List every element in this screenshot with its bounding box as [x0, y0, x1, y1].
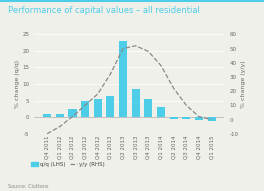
- Legend: q/q (LHS), y/y (RHS): q/q (LHS), y/y (RHS): [29, 160, 107, 169]
- Text: Source: Cluttons: Source: Cluttons: [8, 184, 48, 189]
- Bar: [208, 117, 216, 121]
- Bar: [169, 117, 178, 119]
- Bar: [144, 99, 153, 117]
- Bar: [43, 114, 51, 117]
- Bar: [68, 109, 77, 117]
- Bar: [81, 101, 89, 117]
- Bar: [195, 117, 203, 121]
- Text: Performance of capital values – all residential: Performance of capital values – all resi…: [8, 6, 200, 15]
- Bar: [119, 41, 127, 117]
- Y-axis label: % change (q/q): % change (q/q): [15, 60, 20, 108]
- Bar: [182, 117, 190, 119]
- Bar: [131, 89, 140, 117]
- Bar: [56, 114, 64, 117]
- Y-axis label: % change (y/y): % change (y/y): [241, 60, 246, 108]
- Bar: [106, 96, 115, 117]
- Bar: [94, 99, 102, 117]
- Bar: [157, 107, 165, 117]
